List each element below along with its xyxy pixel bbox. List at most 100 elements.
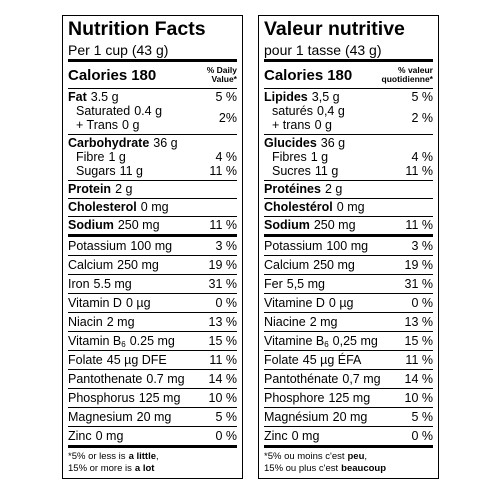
daily-value: 14 % — [208, 372, 238, 386]
amount: 20 mg — [136, 410, 172, 424]
nutrient-name: Vitamine B — [264, 334, 325, 348]
nutrient-name: Potassium — [264, 239, 323, 253]
daily-value: 10 % — [208, 391, 238, 405]
amount: 0.7 mg — [146, 372, 185, 386]
amount: 45 µg ÉFA — [302, 353, 362, 367]
row: Sodium 250 mg 11 % — [68, 218, 237, 232]
nutrient: Sucres 11 g — [272, 164, 338, 178]
micro-row: Niacine 2 mg 13 % — [264, 313, 433, 332]
amount: 5,5 mg — [286, 277, 325, 291]
micro-row: Potassium 100 mg 3 % — [264, 237, 433, 256]
nutrient: Sugars 11 g — [76, 164, 143, 178]
footnote-text: 15% ou plus c'est — [264, 463, 339, 474]
daily-value: 11 % — [405, 353, 433, 367]
nutrient-name: Magnésium — [264, 410, 329, 424]
footnote-text: a lot — [134, 463, 155, 474]
nutrient-name: Pantothenate — [68, 372, 143, 386]
amount: 0 µg — [328, 296, 354, 310]
dv-header-line: Value* — [211, 74, 237, 84]
amount: 45 µg DFE — [106, 353, 167, 367]
amount: 2 g — [115, 182, 133, 196]
nutrient-name: Folate — [264, 353, 299, 367]
nutrient-name: Fibres — [272, 150, 307, 164]
row: Carbohydrate 36 g — [68, 136, 237, 150]
nutrient-name: Phosphore — [264, 391, 325, 405]
nutrient-name: Carbohydrate — [68, 136, 150, 150]
micro-row: Vitamine B6 0,25 mg 15 % — [264, 332, 433, 351]
nutrient: Zinc 0 mg — [264, 429, 319, 443]
amount: 0 mg — [95, 429, 124, 443]
nutrient: Cholestérol 0 mg — [264, 200, 365, 214]
amount: 2 g — [324, 182, 343, 196]
daily-value: 31 % — [404, 277, 434, 291]
nutrient: Potassium 100 mg — [264, 239, 368, 253]
row: Sodium 250 mg 11 % — [264, 218, 433, 232]
sub-row: Sucres 11 g 11 % — [264, 164, 433, 178]
daily-value: 0 % — [215, 429, 237, 443]
nutrient: Folate 45 µg DFE — [68, 353, 167, 367]
amount: 5.5 mg — [93, 277, 132, 291]
nutrient-name: Niacine — [264, 315, 306, 329]
row: Protein 2 g — [68, 182, 237, 196]
nutrient-name: Phosphorus — [68, 391, 135, 405]
nutrient-name: Zinc — [68, 429, 92, 443]
nutrient-name: Niacin — [68, 315, 103, 329]
footnote-text: 15% or more is — [68, 463, 132, 474]
calories: Calories 180 — [68, 67, 156, 84]
amount: 125 mg — [328, 391, 371, 405]
nutrient-name: + trans — [272, 118, 311, 132]
amount: 0 µg — [125, 296, 151, 310]
nutrient-name: Potassium — [68, 239, 127, 253]
micro-row: Magnésium 20 mg 5 % — [264, 408, 433, 427]
nutrient-name: Magnesium — [68, 410, 133, 424]
nutrient: Cholesterol 0 mg — [68, 200, 169, 214]
nutrient: saturés 0,4 g — [272, 104, 345, 118]
nutrient-group: Protéines 2 g — [264, 181, 433, 199]
row: Lipides 3,5 g 5 % — [264, 90, 433, 104]
calories-value: 180 — [131, 66, 157, 84]
amount: 100 mg — [130, 239, 173, 253]
french-panel: Valeur nutritive pour 1 tasse (43 g) Calor… — [258, 15, 439, 479]
footnote-text: beaucoup — [341, 463, 387, 474]
daily-value: 13 % — [404, 315, 434, 329]
nutrient: Fat 3.5 g — [68, 90, 119, 104]
amount: 11 g — [314, 164, 339, 178]
subscript: 6 — [121, 340, 126, 349]
micro-row: Folate 45 µg DFE 11 % — [68, 351, 237, 370]
nutrient-name: Fat — [68, 90, 87, 104]
nutrient: Sodium 250 mg — [68, 218, 160, 232]
footnote-text: *5% or less is — [68, 451, 126, 462]
nutrient: Pantothénate 0,7 mg — [264, 372, 381, 386]
amount: 0.25 mg — [129, 334, 175, 348]
title: Nutrition Facts — [68, 18, 206, 40]
amount: 0,4 g — [317, 104, 345, 118]
sub-row: + trans 0 g — [264, 118, 345, 132]
nutrient: Iron 5.5 mg — [68, 277, 132, 291]
micro-row: Potassium 100 mg 3 % — [68, 237, 237, 256]
micro-row: Folate 45 µg ÉFA 11 % — [264, 351, 433, 370]
sub-rows: Saturated 0.4 g + Trans 0 g — [68, 104, 162, 132]
micro-row: Phosphore 125 mg 10 % — [264, 389, 433, 408]
sub-row: Fibre 1 g 4 % — [68, 150, 237, 164]
amount: 250 mg — [313, 258, 355, 272]
daily-value: 11 % — [209, 353, 237, 367]
nutrient-group: Cholestérol 0 mg — [264, 199, 433, 217]
daily-value: 3 % — [411, 239, 433, 253]
nutrient: Niacine 2 mg — [264, 315, 337, 329]
row: Protéines 2 g — [264, 182, 433, 196]
nutrient: Pantothenate 0.7 mg — [68, 372, 185, 386]
dv-header-line: % valeur — [398, 65, 433, 75]
amount: 0,25 mg — [332, 334, 378, 348]
row: Fat 3.5 g 5 % — [68, 90, 237, 104]
nutrient: Niacin 2 mg — [68, 315, 135, 329]
micro-row: Iron 5.5 mg 31 % — [68, 275, 237, 294]
nutrient: Glucides 36 g — [264, 136, 345, 150]
nutrient-name: + Trans — [76, 118, 119, 132]
footnote-line: *5% ou moins c'est peu, — [264, 451, 433, 463]
sub-row: Fibres 1 g 4 % — [264, 150, 433, 164]
